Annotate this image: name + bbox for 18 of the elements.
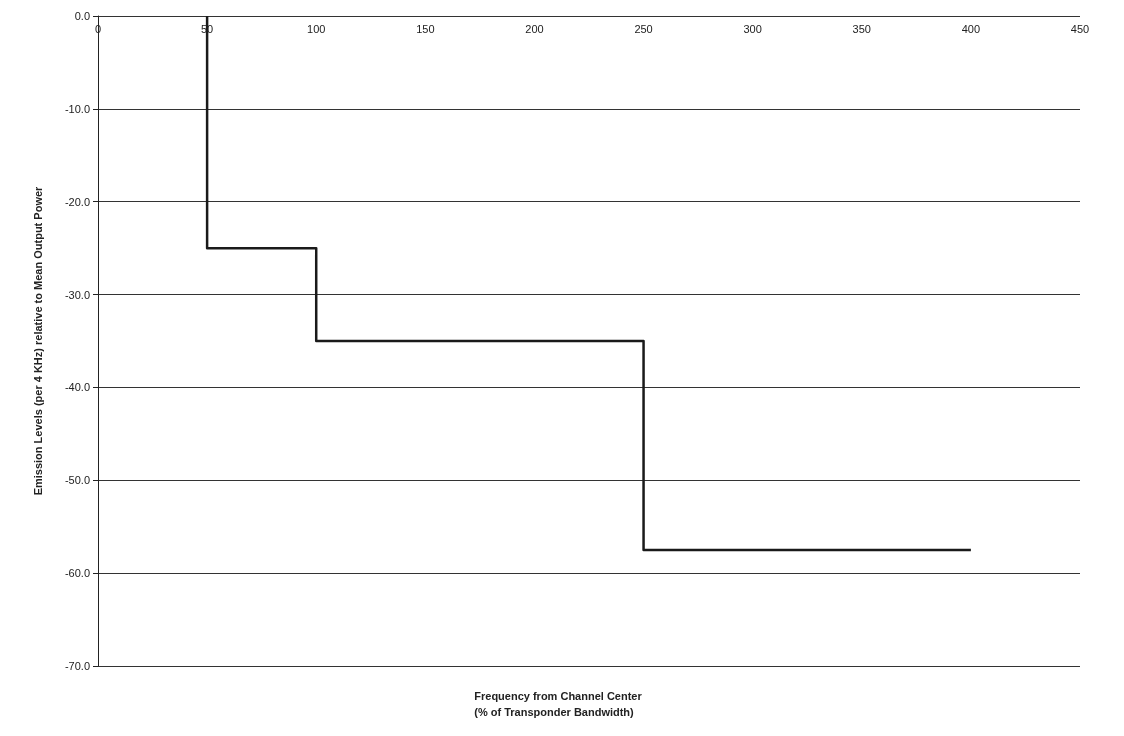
y-tick-label: -10.0 — [64, 102, 90, 115]
x-tick-label: 250 — [634, 22, 653, 35]
y-tick-label: -20.0 — [64, 195, 90, 208]
x-tick-label: 450 — [1070, 22, 1090, 35]
x-tick-label: 150 — [416, 22, 435, 35]
x-tick-label: 350 — [852, 22, 871, 35]
x-tick-label: 200 — [525, 22, 544, 35]
y-tick-label: -50.0 — [64, 474, 90, 487]
x-tick-label: 300 — [743, 22, 762, 35]
y-tick-label: -30.0 — [64, 288, 90, 301]
x-tick-label: 100 — [307, 22, 326, 35]
y-tick-label: -70.0 — [64, 660, 90, 672]
y-tick-label: -40.0 — [64, 381, 90, 394]
x-tick-label: 400 — [961, 22, 981, 35]
y-tick-label: -60.0 — [64, 567, 90, 580]
y-tick-label: 0.0 — [74, 10, 90, 22]
y-axis-title: Emission Levels (per 4 KHz) relative to Mean Output Power — [31, 185, 44, 496]
x-axis-title: Frequency from Channel Center (% of Transponder Bandwidth) — [474, 690, 643, 718]
